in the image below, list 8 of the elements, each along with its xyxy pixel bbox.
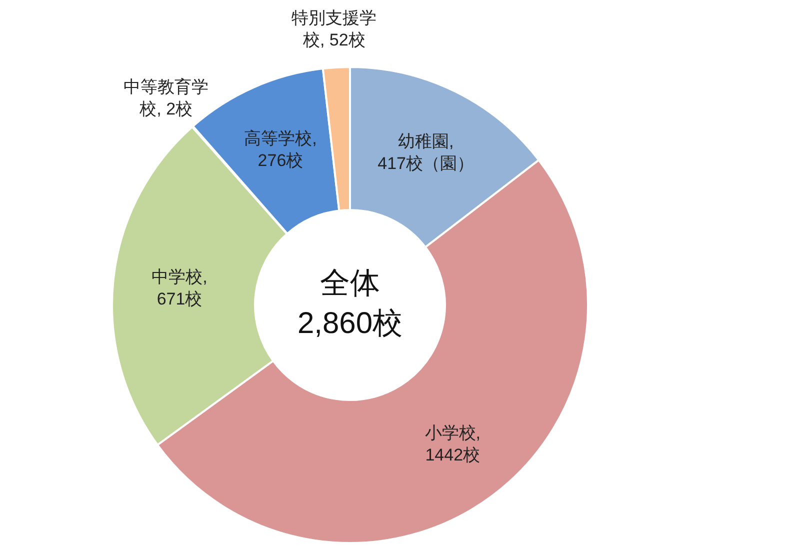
slice-label: 中等教育学校, 2校 <box>124 78 209 119</box>
slice-label: 幼稚園, 417校（園） <box>378 132 474 174</box>
text: 全体 <box>320 267 380 300</box>
slice-label: 特別支援学校, 52校 <box>292 8 377 50</box>
slice-label: 中学校, 671校 <box>152 267 208 308</box>
slice-label: 高等学校, 276校 <box>244 129 317 170</box>
text: 2,860校 <box>297 307 403 340</box>
slice-label: 小学校, 1442校 <box>424 423 480 464</box>
